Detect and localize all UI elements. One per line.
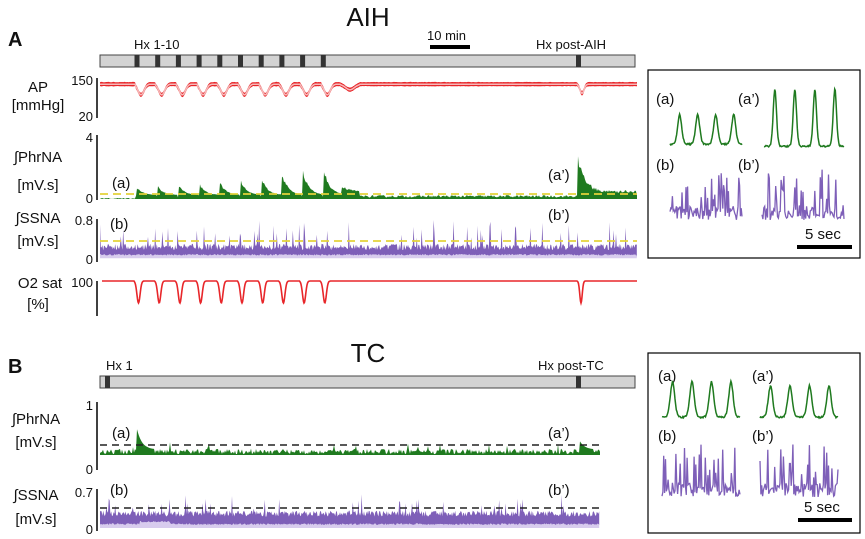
inset-a-phr-post [763, 86, 845, 149]
panel-a-title: AIH [346, 2, 389, 32]
timeline-a-bar [99, 54, 636, 68]
timeline-a-episode-3 [175, 55, 181, 67]
trace-ssna-b: ∫SSNA [mV.s] 0.7 0 (b) (b’) [13, 482, 600, 537]
phr-b-post-code: (a’) [548, 425, 570, 442]
ap-trace-mean [100, 83, 637, 96]
inset-b-code-a-prime: (a’) [752, 368, 774, 385]
phr-a-label-line1: ∫PhrNA [13, 149, 62, 166]
timeline-b-bar [99, 375, 636, 389]
ssna-b-ymax: 0.7 [75, 485, 93, 500]
phr-b-pre-code: (a) [112, 425, 130, 442]
o2-label-line1: O2 sat [18, 275, 63, 292]
timeline-a-episode-2 [155, 55, 161, 67]
inset-a-scale-label: 5 sec [805, 226, 841, 243]
ssna-b-pre-code: (b) [110, 482, 128, 499]
ssna-b-trace-floor [100, 520, 600, 528]
inset-b-code-b-prime: (b’) [752, 428, 774, 445]
phr-a-ymin: 0 [86, 191, 93, 206]
ssna-b-label-line1: ∫SSNA [13, 487, 59, 504]
timeline-a-episode-6 [238, 55, 243, 67]
ssna-a-label-line1: ∫SSNA [15, 210, 61, 227]
ap-trace [100, 81, 637, 98]
trace-ap: AP [mmHg] 150 20 [12, 73, 637, 124]
phr-b-label-line1: ∫PhrNA [11, 411, 60, 428]
timeline-a-episode-10 [320, 55, 326, 67]
ssna-a-trace [100, 220, 637, 257]
timeline-a-post-episode [576, 55, 581, 67]
phr-a-pre-code: (a) [112, 175, 130, 192]
timeline-a-scale-label: 10 min [427, 28, 466, 43]
timeline-a-episode-8 [279, 55, 285, 67]
ssna-b-post-code: (b’) [548, 482, 570, 499]
phr-a-ymax: 4 [86, 130, 93, 145]
ap-label-line2: [mmHg] [12, 97, 65, 114]
inset-a-frame [647, 69, 861, 259]
phr-b-ymax: 1 [86, 398, 93, 413]
inset-a-code-a-prime: (a’) [738, 91, 760, 108]
phr-b-label-line2: [mV.s] [15, 434, 56, 451]
inset-b-phr-pre [661, 378, 741, 420]
inset-a-phr-pre [669, 111, 743, 147]
o2-label-line2: [%] [27, 296, 49, 313]
phr-a-label-line2: [mV.s] [17, 177, 58, 194]
timeline-a: Hx 1-10 Hx post-AIH 10 min [99, 28, 636, 68]
ssna-a-post-code: (b’) [548, 207, 570, 224]
ap-ymin: 20 [79, 109, 93, 124]
inset-a: (a) (a’) (b) (b’) 5 sec [647, 69, 861, 259]
timeline-a-end-label: Hx post-AIH [536, 37, 606, 52]
ssna-b-label-line2: [mV.s] [15, 511, 56, 528]
trace-o2: O2 sat [%] 100 [18, 275, 637, 316]
panel-a-letter: A [8, 29, 22, 51]
inset-b: (a) (a’) (b) (b’) 5 sec [647, 352, 861, 534]
ssna-a-ymin: 0 [86, 252, 93, 267]
ssna-a-ymax: 0.8 [75, 213, 93, 228]
timeline-b-post-episode [576, 376, 581, 388]
trace-ssna-a: ∫SSNA [mV.s] 0.8 0 (b) (b’) [15, 207, 637, 267]
ssna-b-trace [100, 494, 600, 525]
timeline-a-episode-4 [196, 55, 202, 67]
timeline-b: Hx 1 Hx post-TC [99, 358, 636, 389]
phr-a-post-code: (a’) [548, 167, 570, 184]
timeline-b-end-label: Hx post-TC [538, 358, 604, 373]
ap-ymax: 150 [71, 73, 93, 88]
inset-b-ssna-post [759, 444, 839, 498]
inset-b-frame [647, 352, 861, 534]
timeline-a-start-label: Hx 1-10 [134, 37, 180, 52]
phr-b-trace [100, 429, 600, 455]
ssna-a-label-line2: [mV.s] [17, 233, 58, 250]
timeline-a-episode-5 [217, 55, 223, 67]
panel-b-letter: B [8, 356, 22, 378]
timeline-a-episode-9 [300, 55, 306, 67]
timeline-b-episode [105, 376, 110, 388]
inset-a-ssna-pre [669, 173, 743, 220]
ssna-b-ymin: 0 [86, 522, 93, 537]
inset-b-code-b: (b) [658, 428, 676, 445]
ssna-a-pre-code: (b) [110, 216, 128, 233]
ap-label-line1: AP [28, 79, 48, 96]
inset-a-code-b: (b) [656, 157, 674, 174]
trace-phr-b: ∫PhrNA [mV.s] 1 0 (a) (a’) [11, 398, 600, 477]
timeline-a-episode-7 [258, 55, 264, 67]
inset-b-ssna-pre [661, 444, 741, 497]
panel-b: TC B Hx 1 Hx post-TC ∫PhrNA [mV.s] 1 0 (… [8, 338, 861, 537]
panel-a: AIH A Hx 1-10 Hx post-AIH 10 min AP [mmH… [8, 2, 861, 316]
timeline-a-episode-1 [134, 55, 140, 67]
o2-ymax: 100 [71, 275, 93, 290]
inset-a-code-b-prime: (b’) [738, 157, 760, 174]
panel-b-title: TC [351, 338, 386, 368]
inset-a-ssna-post [761, 169, 845, 221]
inset-b-code-a: (a) [658, 368, 676, 385]
o2-trace [102, 280, 637, 306]
ssna-a-trace-floor [100, 253, 637, 259]
trace-phr-a: ∫PhrNA [mV.s] 4 0 (a) (a’) [13, 130, 637, 206]
inset-b-scale-label: 5 sec [804, 499, 840, 516]
inset-b-phr-post [759, 382, 839, 420]
timeline-b-start-label: Hx 1 [106, 358, 133, 373]
phr-b-ymin: 0 [86, 462, 93, 477]
timeline-a-episodes [134, 55, 326, 67]
inset-a-code-a: (a) [656, 91, 674, 108]
